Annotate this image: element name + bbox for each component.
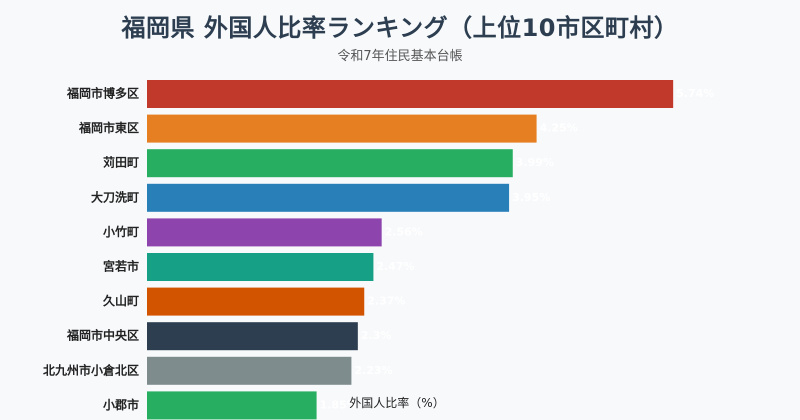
category-label: 福岡市東区 [78,120,139,135]
value-label: 3.95% [512,191,550,204]
category-label: 小郡市 [103,397,139,412]
bar [147,114,537,143]
category-label: 福岡市博多区 [66,86,139,101]
value-label: 2.3% [361,329,392,342]
value-label: 3.99% [516,156,554,169]
value-label: 2.47% [376,260,414,273]
bar [147,149,513,178]
category-label: 福岡市中央区 [66,328,139,343]
category-label: 久山町 [103,293,139,308]
value-label: 2.23% [354,364,392,377]
bar [147,322,358,351]
value-label: 4.25% [540,122,578,135]
category-label: 小竹町 [103,224,139,239]
category-label: 大刀洗町 [91,189,139,204]
bar [147,356,352,385]
value-label: 2.56% [385,225,423,238]
value-label: 5.74% [676,87,714,100]
category-label: 宮若市 [103,259,139,274]
bar [147,391,317,420]
value-label: 2.37% [367,295,405,308]
x-axis-label: 外国人比率（%） [349,395,444,410]
bar [147,218,382,247]
bar [147,253,374,281]
value-label: 1.85% [320,398,358,411]
bar [147,80,674,108]
bar [147,287,365,316]
chart-subtitle: 令和7年住民基本台帳 [337,49,463,64]
bar [147,183,510,212]
category-label: 北九州市小倉北区 [43,362,139,377]
chart-title: 福岡県 外国人比率ランキング（上位10市区町村） [121,14,679,42]
category-label: 苅田町 [103,155,139,170]
